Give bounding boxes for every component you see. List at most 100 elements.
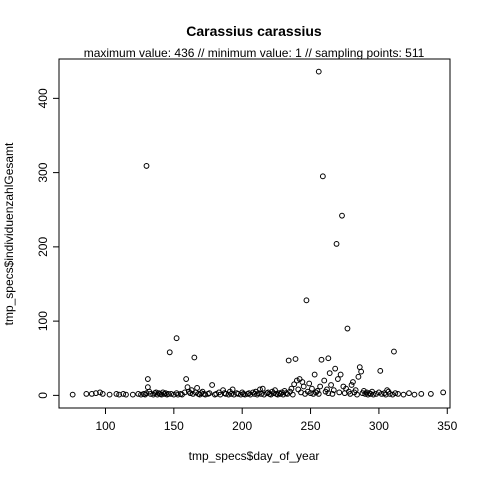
data-point — [220, 387, 226, 394]
data-point — [400, 391, 407, 398]
data-point — [324, 386, 330, 393]
data-point — [348, 382, 355, 388]
data-point — [142, 391, 149, 398]
data-points — [69, 68, 447, 398]
data-point — [116, 391, 123, 398]
data-point — [255, 390, 262, 397]
x-tick-label: 250 — [301, 419, 321, 433]
data-point — [277, 390, 284, 397]
data-point — [187, 390, 194, 397]
y-axis-label: tmp_specs$individuenzahlGesamt — [2, 142, 16, 325]
data-point — [344, 325, 351, 332]
data-point — [355, 373, 362, 380]
data-point — [225, 391, 232, 398]
data-point — [377, 367, 384, 374]
data-point — [337, 371, 344, 378]
data-point — [258, 390, 265, 397]
data-point — [391, 348, 397, 355]
data-point — [392, 390, 399, 397]
data-point — [181, 389, 188, 396]
data-point — [168, 390, 175, 397]
data-point — [183, 376, 190, 382]
data-point — [120, 390, 127, 397]
data-point — [191, 354, 198, 361]
data-point — [291, 381, 298, 388]
x-tick-label: 350 — [437, 419, 457, 433]
data-point — [173, 390, 180, 397]
data-point — [427, 390, 434, 397]
data-point — [314, 388, 321, 394]
data-point — [330, 387, 337, 394]
data-point — [315, 390, 322, 397]
data-point — [83, 390, 90, 397]
y-tick-label: 400 — [36, 88, 50, 108]
data-point — [272, 387, 278, 394]
chart-subtitle: maximum value: 436 // minimum value: 1 /… — [84, 46, 425, 60]
data-point — [406, 390, 412, 397]
x-tick-label: 200 — [232, 419, 252, 433]
data-point — [370, 391, 377, 398]
data-point — [306, 380, 313, 387]
data-point — [321, 377, 328, 384]
x-axis-label: tmp_specs$day_of_year — [189, 449, 320, 463]
data-point — [69, 391, 76, 398]
x-axis: 100 150 200 250 300 350 — [95, 407, 458, 433]
y-tick-label: 100 — [36, 311, 50, 331]
data-point — [336, 389, 343, 396]
data-point — [259, 385, 266, 392]
data-point — [123, 391, 129, 398]
data-point — [106, 391, 113, 398]
data-point — [154, 391, 161, 398]
data-point — [147, 390, 154, 397]
data-point — [88, 390, 95, 397]
data-point — [339, 212, 345, 219]
data-point — [411, 391, 418, 398]
data-point — [144, 376, 151, 382]
data-point — [175, 391, 181, 398]
data-point — [113, 390, 120, 397]
y-tick-label: 0 — [36, 392, 50, 399]
data-point — [99, 390, 106, 397]
data-point — [303, 297, 310, 304]
data-point — [315, 68, 322, 75]
data-point — [292, 356, 299, 362]
data-point — [285, 357, 292, 364]
chart-title: Carassius carassius — [186, 23, 322, 39]
data-point — [386, 390, 393, 397]
data-point — [365, 391, 371, 398]
data-point — [319, 173, 326, 180]
y-tick-label: 300 — [36, 162, 50, 182]
data-point — [289, 391, 296, 398]
data-point — [93, 390, 99, 397]
data-point — [358, 368, 365, 375]
data-point — [166, 349, 173, 356]
data-point — [333, 240, 340, 247]
data-point — [395, 390, 401, 397]
data-point — [300, 383, 307, 390]
data-point — [309, 385, 315, 392]
data-point — [378, 390, 385, 397]
data-point — [138, 391, 144, 398]
data-point — [362, 390, 369, 397]
data-point — [173, 335, 180, 342]
x-tick-label: 150 — [164, 419, 184, 433]
data-point — [325, 390, 332, 397]
data-point — [384, 387, 391, 394]
data-point — [209, 382, 216, 388]
x-tick-label: 300 — [369, 419, 389, 433]
data-point — [206, 390, 213, 397]
data-point — [229, 386, 236, 393]
x-tick-label: 100 — [95, 419, 115, 433]
data-point — [440, 389, 447, 396]
data-point — [418, 390, 425, 397]
data-point — [129, 391, 136, 398]
data-point — [254, 391, 261, 398]
data-point — [325, 355, 332, 362]
y-axis: 0 100 200 300 400 — [36, 88, 60, 399]
data-point — [288, 385, 295, 392]
data-point — [135, 390, 142, 397]
data-point — [165, 390, 172, 397]
data-point — [328, 382, 334, 388]
data-point — [332, 365, 339, 372]
